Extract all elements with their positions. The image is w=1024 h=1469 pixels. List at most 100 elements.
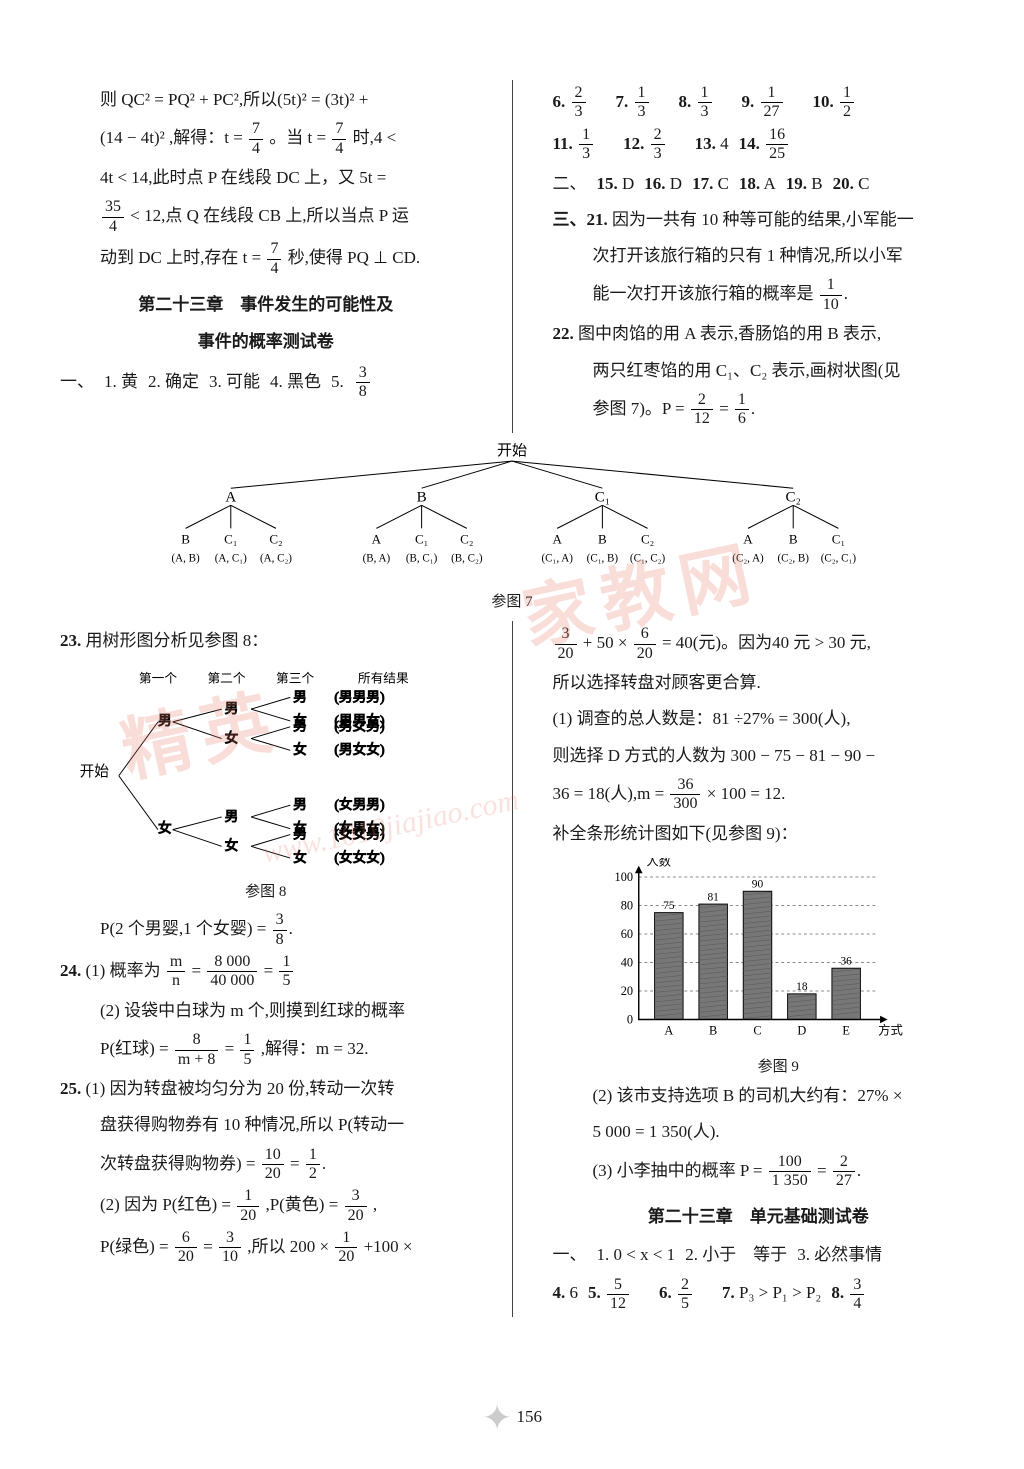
text-line: 所以选择转盘对顾客更合算. (553, 667, 965, 699)
fraction: 74 (267, 240, 281, 278)
svg-text:(男女男): (男女男) (334, 717, 384, 734)
svg-text:20: 20 (620, 984, 632, 998)
svg-text:(A, B): (A, B) (171, 552, 200, 564)
chapter-subtitle: 事件的概率测试卷 (60, 327, 472, 352)
fraction: 38 (273, 911, 287, 949)
svg-text:C₁: C₁ (415, 531, 428, 546)
fraction: 16 (735, 391, 749, 429)
text-line: 三、21. 因为一共有 10 种等可能的结果,小军能一 (553, 204, 965, 236)
svg-text:A: A (372, 531, 382, 546)
svg-text:(女女男): (女女男) (334, 825, 384, 842)
lower-columns: 23. 用树形图分析见参图 8： 第一个第二个第三个所有结果 开始 男女男女男女… (60, 621, 964, 1317)
text-line: P(绿色) = 620 = 310 ,所以 200 × 120 +100 × (60, 1229, 472, 1267)
text-line: (2) 因为 P(红色) = 120 ,P(黄色) = 320 , (60, 1187, 472, 1225)
svg-text:第三个: 第三个 (276, 671, 314, 685)
text-line: 22. 图中肉馅的用 A 表示,香肠馅的用 B 表示, (553, 318, 965, 350)
answer-item: 4. 黑色 (270, 372, 321, 391)
tree8-svg: 第一个第二个第三个所有结果 开始 男女男女男女男(男男男)女(男男女)男(男女男… (60, 668, 472, 874)
answer-item: 9. 127 (742, 92, 803, 111)
answer-item: 10. 12 (813, 92, 875, 111)
answer-item: 3. 可能 (209, 372, 260, 391)
svg-text:(B, C₂): (B, C₂) (451, 552, 483, 564)
svg-text:C: C (753, 1024, 761, 1038)
text-line: 两只红枣馅的用 C₁、C₂ 表示,画树状图(见 (553, 355, 965, 387)
answer-item: 5. 512 (588, 1283, 649, 1302)
text: = (192, 961, 202, 980)
text: P(红球) = (100, 1039, 169, 1058)
text-line: 则 QC² = PQ² + PC²,所以(5t)² = (3t)² + (60, 84, 472, 116)
svg-text:C₁: C₁ (224, 531, 237, 546)
fraction: 13 (698, 84, 722, 122)
svg-text:(女女女): (女女女) (334, 849, 384, 866)
text: (14 − 4t)² ,解得：t = (100, 128, 243, 147)
text: 用树形图分析见参图 8： (86, 631, 269, 650)
upper-left-column: 则 QC² = PQ² + PC²,所以(5t)² = (3t)² + (14 … (60, 80, 472, 433)
star-icon: ✦ (482, 1397, 512, 1439)
text: 能一次打开该旅行箱的概率是 (593, 284, 814, 303)
figure-caption: 参图 7 (60, 590, 964, 611)
lower-right-column: 320 + 50 × 620 = 40(元)。因为40 元 > 30 元, 所以… (553, 621, 965, 1317)
fraction: 34 (850, 1276, 874, 1314)
text: < 12,点 Q 在线段 CB 上,所以当点 P 运 (130, 206, 409, 225)
answer-row: 一、1. 0 < x < 12. 小于 等于3. 必然事情 (553, 1239, 965, 1271)
text-line: P(2 个男婴,1 个女婴) = 38. (60, 911, 472, 949)
svg-text:女: 女 (225, 837, 239, 853)
svg-text:(C₂, B): (C₂, B) (778, 552, 810, 564)
text-line: (3) 小李抽中的概率 P = 1001 350 = 227. (553, 1153, 965, 1191)
svg-text:C₂: C₂ (460, 531, 473, 546)
text: 动到 DC 上时,存在 t = (100, 248, 261, 267)
svg-text:男: 男 (225, 808, 239, 823)
svg-text:男: 男 (293, 797, 307, 812)
text-line: 36 = 18(人),m = 36300 × 100 = 12. (553, 776, 965, 814)
answer-item: 19. B (786, 174, 823, 193)
fraction: 227 (833, 1153, 855, 1191)
text-line: (2) 设袋中白球为 m 个,则摸到红球的概率 (60, 995, 472, 1027)
figure-caption: 参图 9 (593, 1055, 965, 1076)
fraction: 8m + 8 (175, 1031, 218, 1069)
text-line: 盘获得购物券有 10 种情况,所以 P(转动一 (60, 1109, 472, 1141)
fraction: 23 (651, 126, 675, 164)
svg-text:女: 女 (293, 741, 307, 757)
svg-text:90: 90 (751, 878, 763, 890)
text-line: 354 < 12,点 Q 在线段 CB 上,所以当点 P 运 (60, 198, 472, 236)
chapter-title: 第二十三章 事件发生的可能性及 (60, 290, 472, 315)
answer-item: 2. 确定 (148, 372, 199, 391)
text: (1) 因为转盘被均匀分为 20 份,转动一次转 (86, 1079, 395, 1098)
item-label: 22. (553, 324, 574, 343)
bar-chart-9: 7581901836 020406080100ABCDE人数方式 参图 9 (593, 858, 965, 1076)
svg-text:A: A (552, 531, 562, 546)
svg-text:C₂: C₂ (641, 531, 654, 546)
fraction: 310 (219, 1229, 241, 1267)
answer-item: 12. 23 (623, 134, 685, 153)
fraction: 320 (555, 625, 577, 663)
answer-item: 14. 1625 (739, 134, 809, 153)
answer-item: 7. P₃ > P₁ > P₂ (722, 1283, 821, 1302)
svg-text:(C₂, A): (C₂, A) (732, 552, 764, 564)
text-line: (14 − 4t)² ,解得：t = 74 。当 t = 74 时,4 < (60, 120, 472, 158)
text-line: 补全条形统计图如下(见参图 9)： (553, 818, 965, 850)
fraction: 74 (332, 120, 346, 158)
answer-item: 5. (331, 372, 344, 391)
fraction: 120 (237, 1187, 259, 1225)
fraction: 13 (579, 126, 603, 164)
answer-item: 1. 0 < x < 1 (597, 1245, 676, 1264)
fraction: 15 (240, 1031, 254, 1069)
answer-item: 6. 23 (553, 92, 606, 111)
text: P(绿色) = (100, 1237, 169, 1256)
fraction: 320 (345, 1187, 367, 1225)
text-line: (2) 该市支持选项 B 的司机大约有：27% × (553, 1080, 965, 1112)
svg-text:B: B (789, 531, 798, 546)
text: × 100 = 12. (707, 784, 786, 803)
svg-text:(C₁, B): (C₁, B) (587, 552, 619, 564)
fraction: 354 (102, 198, 124, 236)
text-line: 次转盘获得购物券) = 1020 = 12. (60, 1146, 472, 1184)
chart-svg: 7581901836 020406080100ABCDE人数方式 (593, 858, 903, 1048)
fraction: 620 (634, 625, 656, 663)
text: (2) 因为 P(红色) = (100, 1195, 231, 1214)
page-number: ✦ 156 (0, 1397, 1024, 1439)
column-divider (512, 621, 513, 1317)
answer-item: 20. C (833, 174, 870, 193)
fraction: 127 (761, 84, 793, 122)
text-line: 次打开该旅行箱的只有 1 种情况,所以小军 (553, 240, 965, 272)
tree-diagram-8: 第一个第二个第三个所有结果 开始 男女男女男女男(男男男)女(男男女)男(男女男… (60, 668, 472, 902)
